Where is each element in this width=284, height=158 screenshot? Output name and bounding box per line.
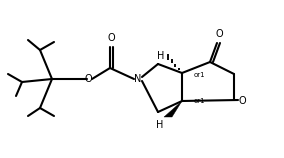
Text: H: H xyxy=(157,51,165,61)
Text: O: O xyxy=(215,29,223,39)
Text: O: O xyxy=(107,33,115,43)
Text: or1: or1 xyxy=(194,98,206,104)
Text: N: N xyxy=(134,74,142,84)
Text: H: H xyxy=(156,120,164,130)
Text: O: O xyxy=(84,74,92,84)
Text: O: O xyxy=(238,96,246,106)
Text: or1: or1 xyxy=(194,72,206,78)
Polygon shape xyxy=(164,101,182,117)
